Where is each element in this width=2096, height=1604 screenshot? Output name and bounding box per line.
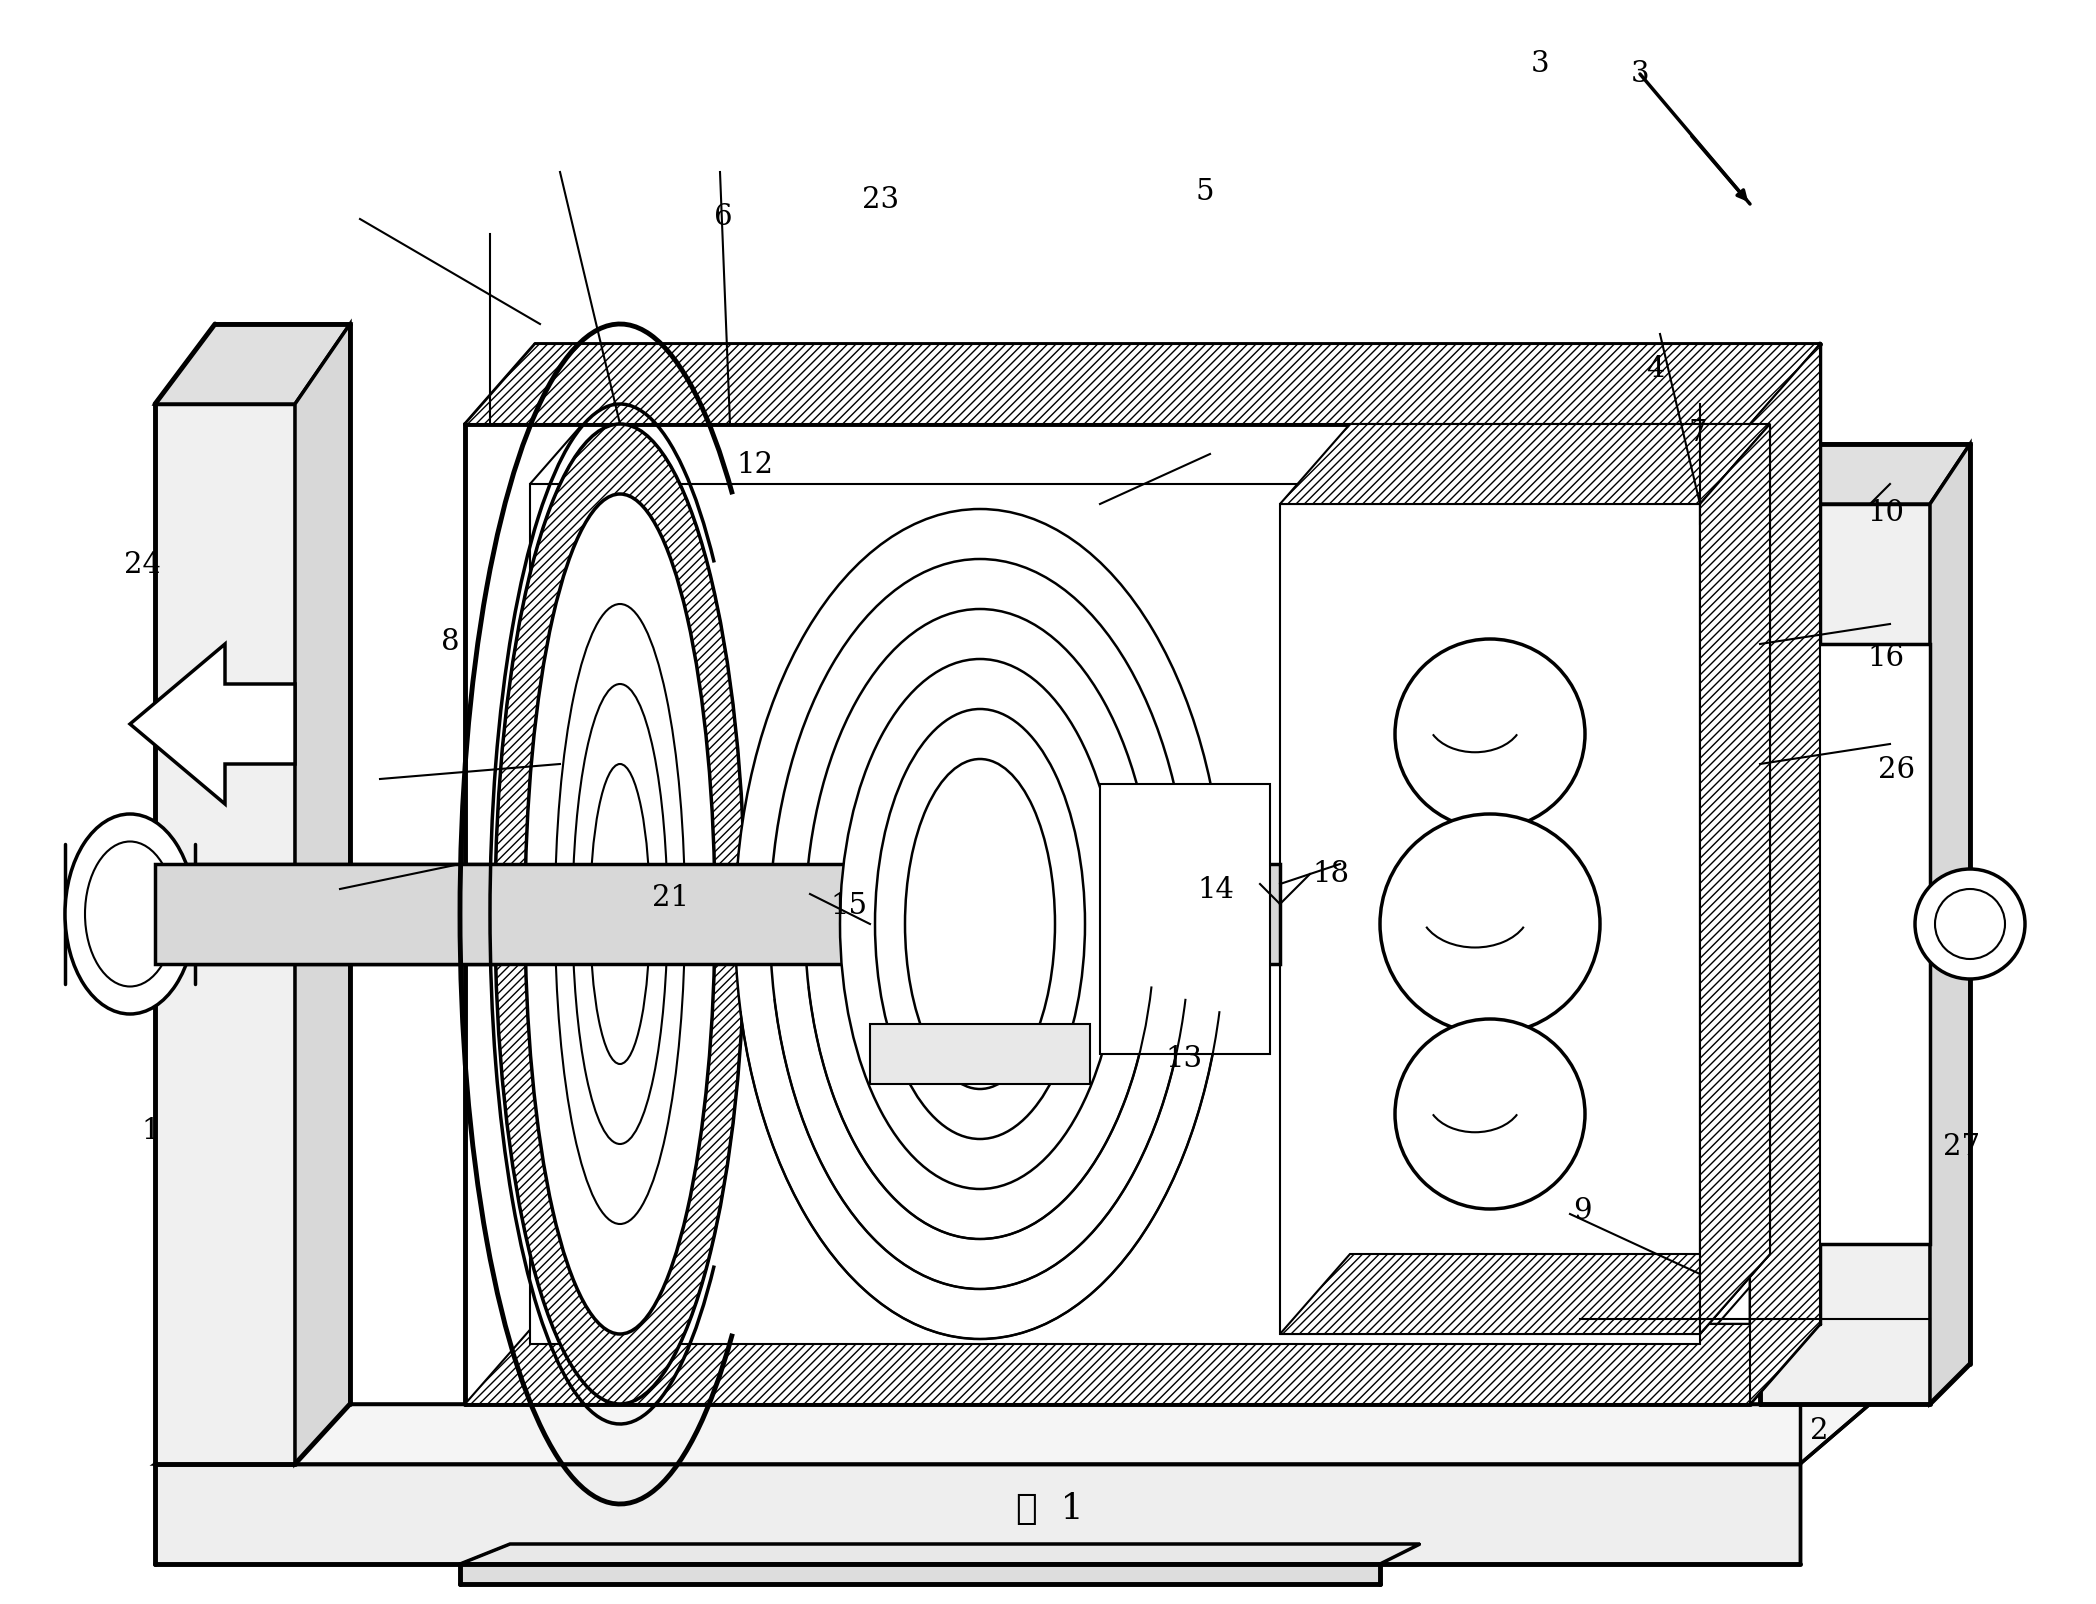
Text: 16: 16 <box>1868 643 1905 672</box>
Text: 13: 13 <box>1165 1044 1203 1073</box>
Polygon shape <box>459 1545 1419 1564</box>
Polygon shape <box>1761 444 1970 504</box>
Text: 21: 21 <box>652 884 690 913</box>
Polygon shape <box>1780 643 1930 1245</box>
Text: 15: 15 <box>830 892 868 921</box>
Polygon shape <box>1100 784 1270 1054</box>
Polygon shape <box>1281 504 1700 1335</box>
Polygon shape <box>1700 423 1769 1335</box>
Polygon shape <box>155 1464 1800 1564</box>
Polygon shape <box>465 1323 1819 1404</box>
Ellipse shape <box>805 610 1155 1238</box>
Circle shape <box>1935 889 2006 959</box>
Polygon shape <box>130 643 296 804</box>
Ellipse shape <box>769 560 1191 1290</box>
Polygon shape <box>1750 343 1819 1404</box>
Polygon shape <box>459 1564 1379 1585</box>
Text: 26: 26 <box>1878 755 1916 784</box>
Polygon shape <box>296 324 350 1464</box>
Ellipse shape <box>905 759 1054 1089</box>
Circle shape <box>1916 869 2025 978</box>
Circle shape <box>1396 1019 1585 1209</box>
Polygon shape <box>1281 1254 1769 1335</box>
Polygon shape <box>155 1404 1870 1464</box>
Polygon shape <box>155 324 350 404</box>
Text: 图  1: 图 1 <box>1017 1492 1084 1525</box>
Ellipse shape <box>874 709 1086 1139</box>
Text: 18: 18 <box>1312 860 1350 889</box>
Text: 3: 3 <box>1631 59 1650 88</box>
Text: 14: 14 <box>1197 876 1235 905</box>
Ellipse shape <box>840 659 1119 1189</box>
Polygon shape <box>1761 504 1930 1404</box>
Text: 10: 10 <box>1868 499 1905 528</box>
Polygon shape <box>465 343 1819 423</box>
Text: 27: 27 <box>1943 1132 1981 1161</box>
Text: 1: 1 <box>143 1116 159 1145</box>
Ellipse shape <box>86 842 174 986</box>
Ellipse shape <box>524 494 715 1335</box>
Ellipse shape <box>495 423 744 1404</box>
Text: 8: 8 <box>442 627 459 656</box>
Polygon shape <box>530 484 1700 1344</box>
Text: 3: 3 <box>1532 50 1549 79</box>
Polygon shape <box>465 423 1750 1404</box>
Circle shape <box>1396 638 1585 829</box>
Text: 7: 7 <box>1689 419 1706 448</box>
Polygon shape <box>1930 444 1970 1404</box>
Polygon shape <box>155 404 296 1464</box>
Ellipse shape <box>555 605 685 1224</box>
Text: 12: 12 <box>736 451 773 480</box>
Polygon shape <box>1281 423 1769 504</box>
Text: 23: 23 <box>861 186 899 215</box>
Text: 4: 4 <box>1647 354 1664 383</box>
Text: 5: 5 <box>1197 178 1214 207</box>
Polygon shape <box>870 1023 1090 1084</box>
Text: 9: 9 <box>1574 1197 1591 1225</box>
Text: 24: 24 <box>124 550 161 579</box>
Polygon shape <box>155 865 1281 964</box>
Ellipse shape <box>572 683 667 1144</box>
Ellipse shape <box>589 764 650 1063</box>
Polygon shape <box>1700 423 1769 1335</box>
Text: 2: 2 <box>1811 1416 1828 1445</box>
Ellipse shape <box>736 508 1224 1339</box>
Circle shape <box>1379 813 1599 1035</box>
Ellipse shape <box>65 813 195 1014</box>
Text: 6: 6 <box>715 202 732 231</box>
